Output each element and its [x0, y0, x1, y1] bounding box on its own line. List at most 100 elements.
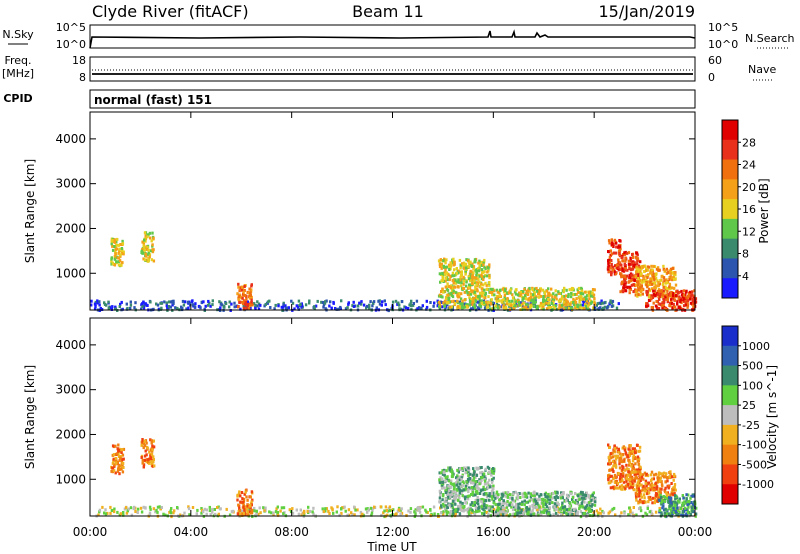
power-cell-4-259 [454, 281, 458, 285]
velocity-cell-4-383 [475, 485, 478, 489]
velocity-cell-8-120 [681, 494, 684, 497]
velocity-cell-4-281 [487, 512, 490, 516]
power-cell-5-396 [542, 303, 545, 306]
velocity-cell-2-220 [297, 512, 301, 516]
power-cell-5-340 [591, 291, 594, 295]
velocity-cell-4-374 [441, 494, 445, 498]
power-cell-4-42 [440, 264, 444, 268]
power-cell-4-228 [486, 302, 489, 306]
velocity-cell-4-320 [464, 484, 468, 488]
power-cell-4-309 [456, 285, 460, 289]
power-cell-2-484 [285, 307, 288, 311]
velocity-cell-7-186 [649, 483, 652, 487]
power-cell-4-138 [443, 271, 446, 275]
power-cell-5-141 [539, 287, 542, 291]
power-cell-8-165 [674, 277, 677, 281]
power-cell-4-296 [444, 268, 447, 272]
velocity-cell-7-15 [640, 489, 643, 493]
velocity-cell-5-292 [496, 506, 500, 510]
power-cell-4-279 [473, 268, 477, 272]
power-cell-0-1 [115, 240, 118, 244]
power-cell-2-485 [256, 300, 259, 304]
power-cell-4-77 [479, 305, 482, 308]
velocity-cell-2-435 [104, 512, 108, 516]
power-cell-5-311 [529, 295, 533, 299]
velocity-colorbar-segment-8 [722, 484, 738, 505]
power-cell-3-33 [250, 301, 253, 305]
velocity-cell-5-348 [578, 505, 582, 509]
power-cell-5-333 [490, 298, 493, 302]
power-ytick-label-0: 1000 [55, 266, 86, 280]
velocity-cell-6-203 [629, 473, 632, 477]
time-axis-label: Time UT [366, 540, 417, 554]
velocity-cell-5-408 [541, 498, 544, 502]
velocity-cell-6-87 [614, 461, 617, 465]
power-cell-5-88 [565, 288, 568, 292]
power-cell-2-68 [356, 304, 360, 308]
power-cell-2-428 [491, 301, 495, 305]
power-cell-8-197 [652, 264, 655, 268]
velocity-cell-5-219 [506, 490, 510, 494]
power-cell-5-275 [550, 287, 553, 291]
velocity-cell-1-45 [149, 448, 152, 452]
power-cell-4-174 [462, 261, 466, 265]
velocity-cell-5-199 [576, 501, 579, 504]
velocity-cell-4-19 [463, 466, 466, 470]
velocity-cell-8-67 [690, 501, 693, 504]
power-cell-9-136 [658, 295, 662, 298]
power-cell-8-65 [664, 285, 667, 289]
velocity-cell-1-29 [146, 446, 149, 450]
power-cell-6-1 [610, 259, 613, 262]
velocity-cell-4-62 [478, 509, 481, 513]
velocity-cell-3-61 [239, 494, 242, 498]
power-cell-9-5 [682, 299, 686, 303]
velocity-cell-4-353 [438, 478, 441, 482]
power-cell-8-89 [665, 267, 668, 271]
power-cell-2-442 [182, 303, 186, 307]
velocity-cell-5-55 [519, 496, 522, 499]
velocity-cell-5-414 [561, 506, 565, 509]
power-cell-6-76 [617, 245, 620, 249]
power-cell-2-457 [609, 301, 612, 304]
velocity-cell-6-177 [633, 455, 637, 459]
velocity-cell-4-277 [455, 476, 458, 480]
power-cell-1-23 [146, 245, 149, 249]
velocity-cell-4-113 [472, 467, 475, 471]
power-cell-7-126 [622, 286, 626, 290]
power-cell-3-1 [236, 292, 239, 296]
power-cell-6-69 [618, 260, 621, 264]
velocity-cell-8-82 [668, 496, 671, 500]
velocity-cell-2-406 [414, 512, 417, 516]
power-cell-4-2 [471, 262, 474, 266]
power-cell-5-109 [557, 291, 560, 295]
power-cell-2-499 [601, 301, 604, 305]
velocity-cell-1-57 [143, 444, 147, 448]
power-cell-8-142 [651, 275, 655, 279]
power-cell-8-221 [640, 288, 644, 292]
power-cell-9-65 [657, 289, 660, 293]
power-cell-4-226 [465, 289, 468, 293]
velocity-cell-6-197 [613, 449, 616, 453]
velocity-cell-8-79 [692, 500, 696, 504]
power-cell-0-52 [117, 243, 120, 247]
velocity-cell-8-139 [669, 499, 672, 503]
power-cell-4-116 [488, 276, 491, 280]
nave-tick-low: 0 [708, 71, 715, 84]
velocity-cell-2-450 [407, 509, 410, 513]
power-cell-4-328 [484, 281, 487, 285]
velocity-cell-0-48 [118, 472, 121, 476]
power-cell-0-49 [121, 242, 125, 246]
velocity-cell-2-254 [611, 507, 614, 511]
velocity-cell-6-111 [611, 455, 615, 459]
power-cell-7-8 [628, 265, 631, 269]
power-cell-2-474 [582, 301, 586, 305]
power-cell-0-14 [115, 243, 118, 247]
power-cell-4-382 [444, 285, 447, 289]
velocity-cell-5-195 [592, 491, 595, 495]
power-cell-3-50 [249, 291, 252, 295]
velocity-cell-2-404 [356, 508, 359, 512]
power-cell-2-321 [246, 300, 249, 304]
power-cell-3-38 [241, 285, 244, 289]
velocity-cell-5-396 [575, 512, 578, 516]
velocity-cell-6-249 [626, 483, 630, 486]
